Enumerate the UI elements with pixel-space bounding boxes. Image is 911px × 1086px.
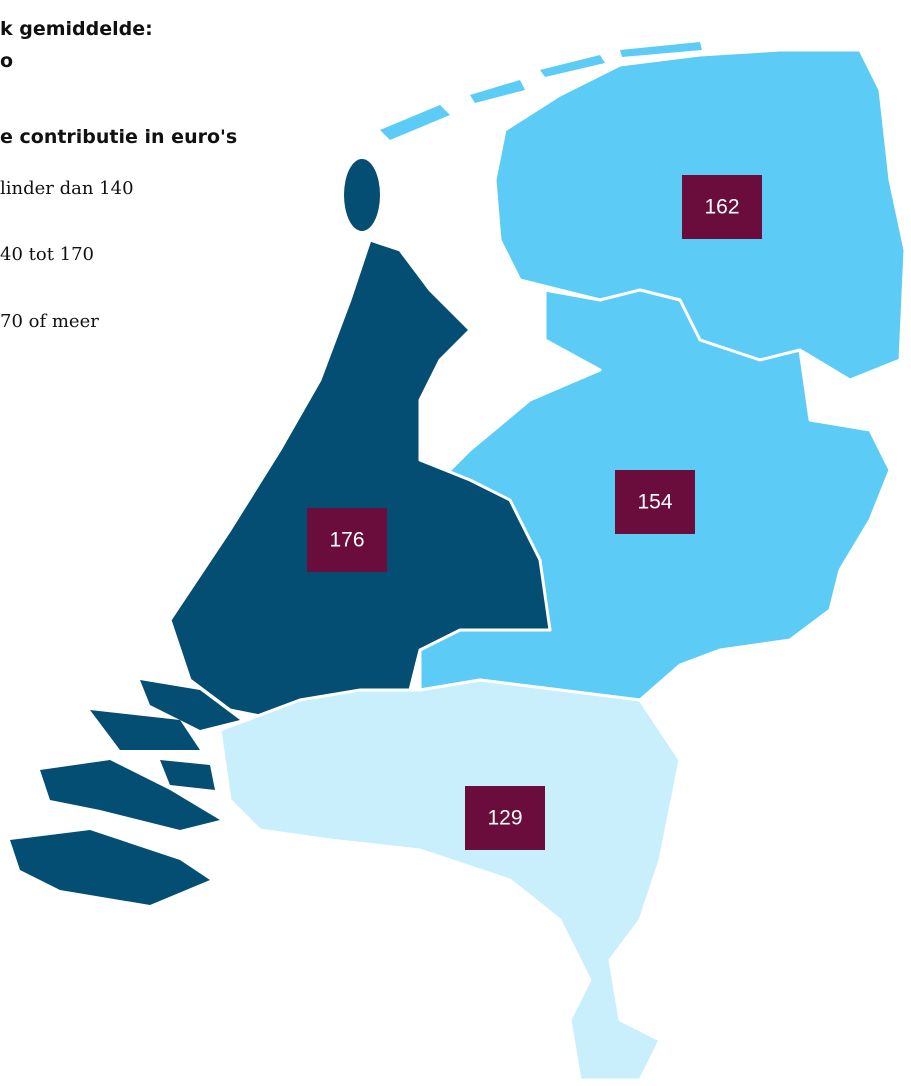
region-value: 176 [329, 529, 364, 552]
legend-heading: e contributie in euro's [0, 126, 238, 148]
islands [10, 42, 702, 905]
value-box [307, 508, 387, 572]
legend-title: k gemiddelde: [0, 18, 153, 40]
region-value: 154 [637, 491, 672, 514]
zeeland-islands [10, 680, 240, 905]
region-value: 129 [487, 807, 522, 830]
legend-item: 40 tot 170 [0, 244, 95, 265]
region-south [218, 678, 682, 1082]
value-box [615, 470, 695, 534]
value-box [465, 786, 545, 850]
legend-title: o [0, 50, 14, 72]
island [344, 159, 380, 231]
legend-item: 70 of meer [0, 311, 99, 332]
value-box [682, 175, 762, 239]
region-value: 162 [704, 196, 739, 219]
region-west [168, 238, 552, 722]
legend-item: linder dan 140 [0, 178, 134, 199]
wadden-islands [380, 42, 702, 140]
